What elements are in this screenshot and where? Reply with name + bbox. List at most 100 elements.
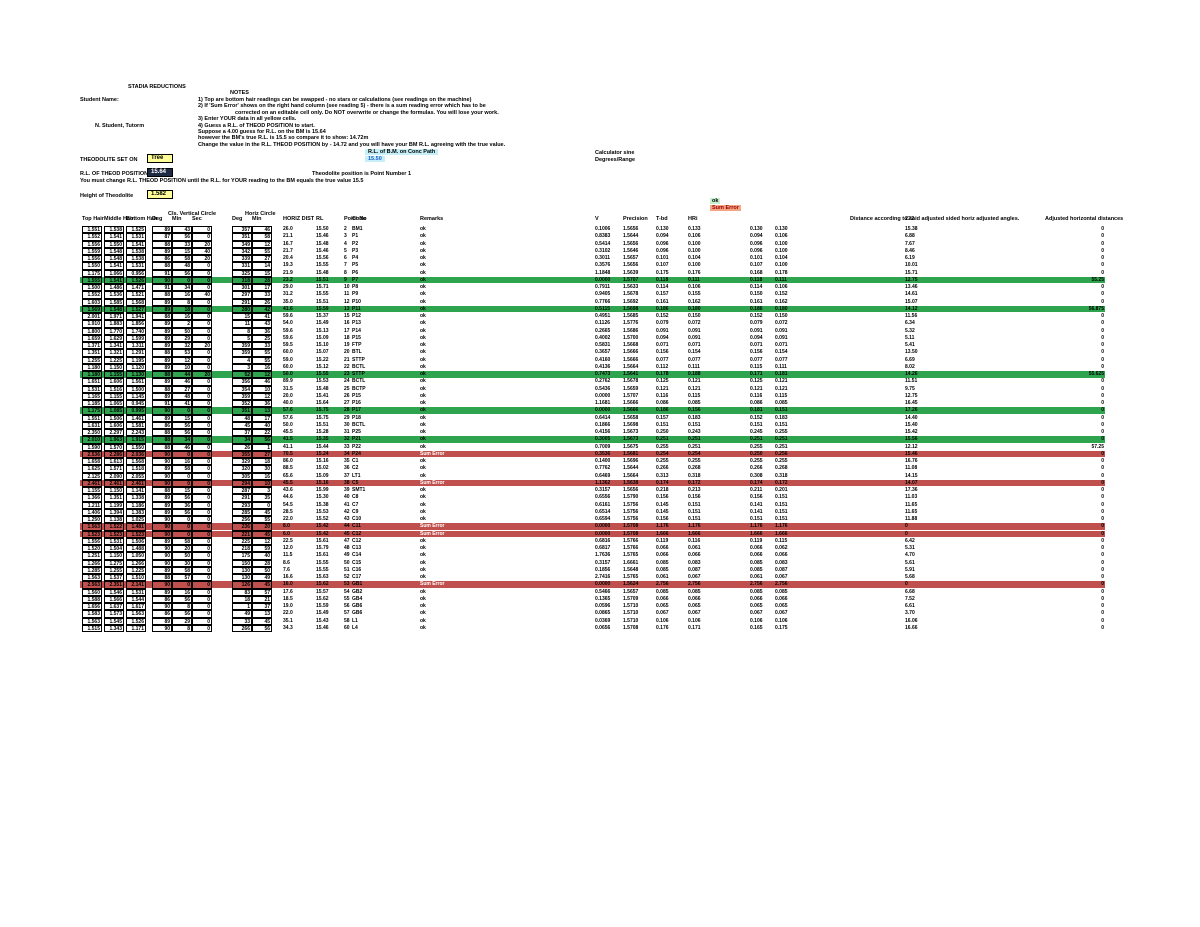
calc-cell: 35.1 (283, 617, 293, 624)
calc-cell: 1.5644 (623, 233, 639, 240)
calc-cell: 15.62 (316, 595, 329, 602)
input-cell: 130 (232, 574, 252, 582)
calc-cell: 0 (1101, 255, 1104, 261)
calc-cell: 15.55 (316, 371, 329, 377)
calc-cell: BCTL (352, 421, 366, 428)
input-cell: 1.506 (104, 414, 124, 422)
input-cell: 1.541 (126, 240, 146, 248)
input-cell: 89 (152, 342, 172, 350)
calc-cell: 0 (1101, 320, 1104, 327)
calc-cell: 0.172 (775, 479, 788, 486)
calc-cell: P4 (352, 255, 359, 261)
calc-cell: P10 (352, 298, 361, 305)
calc-cell: 0.156 (656, 516, 669, 522)
calc-cell: 0.168 (750, 269, 763, 276)
calc-cell: 0.087 (775, 566, 788, 573)
calc-cell: 40.0 (283, 400, 293, 406)
input-cell: 1.590 (82, 443, 102, 451)
input-cell: 86 (152, 595, 172, 603)
calc-cell: 0.1126 (595, 320, 611, 327)
calc-cell: 60.0 (283, 363, 293, 370)
calc-cell: 0.5115 (595, 305, 611, 312)
input-cell: 56 (172, 508, 192, 516)
calc-cell: ok (420, 226, 426, 232)
calc-cell: 0.106 (775, 617, 788, 624)
calc-cell: 1.5698 (623, 305, 639, 312)
calc-cell: 0.151 (775, 516, 788, 522)
input-cell: 359 (232, 342, 252, 350)
input-cell: 0 (192, 269, 212, 277)
column-header: V (595, 216, 599, 222)
calc-cell: 0 (1101, 400, 1104, 406)
input-cell: 1.651 (82, 378, 102, 386)
calc-cell: 0.3102 (595, 247, 611, 254)
calc-cell: 15.24 (316, 450, 329, 457)
calc-cell: 15.64 (316, 400, 329, 406)
calc-cell: 0.178 (656, 371, 669, 377)
input-cell: 41 (252, 313, 272, 321)
calc-cell: 15.59 (316, 305, 329, 312)
calc-cell: 15.28 (316, 429, 329, 435)
input-cell: 3 (232, 363, 252, 371)
input-cell: 0 (192, 407, 212, 415)
calc-cell: 17.6 (283, 588, 293, 595)
calc-cell: 0.251 (688, 436, 701, 443)
input-cell: 0 (192, 581, 212, 589)
input-cell: 2.563 (82, 581, 102, 589)
calc-cell: 0 (1101, 624, 1104, 631)
calc-cell: 0.0000 (595, 407, 611, 414)
calc-cell: 0.0865 (595, 610, 611, 617)
calc-cell: 0 (1101, 240, 1104, 247)
calc-cell: 0.096 (656, 240, 669, 247)
calc-cell: SMT1 (352, 487, 366, 493)
calc-cell: 0.0000 (595, 530, 611, 537)
input-cell: 287 (232, 487, 252, 495)
input-cell: 352 (232, 400, 252, 408)
input-cell: 88 (152, 436, 172, 444)
calc-cell: 3.70 (905, 610, 915, 617)
calc-cell: 43 (344, 516, 350, 522)
calc-cell: 0.151 (750, 421, 763, 428)
input-cell: 88 (152, 574, 172, 582)
calc-cell: 1.5708 (623, 523, 639, 530)
calc-cell: 0.100 (688, 240, 701, 247)
calc-cell: 0.176 (656, 624, 669, 631)
calc-cell: ok (420, 305, 426, 312)
calc-cell: ok (420, 291, 426, 298)
input-cell: 90 (152, 545, 172, 553)
input-cell: 318 (232, 276, 252, 284)
calc-cell: 1.666 (750, 530, 763, 537)
calc-cell: 12.75 (905, 276, 918, 283)
input-cell: 0 (172, 276, 192, 284)
input-cell: 291 (232, 494, 252, 502)
input-cell: 0 (172, 530, 192, 538)
calc-cell: 0.151 (775, 501, 788, 508)
calc-cell: 0.256 (775, 450, 788, 457)
calc-cell: 0.152 (775, 291, 788, 298)
calc-cell: 15.44 (316, 443, 329, 450)
calc-cell: 10.01 (905, 262, 918, 269)
input-cell: 56 (172, 595, 192, 603)
calc-cell: 40 (344, 494, 350, 501)
calc-cell: 0.111 (775, 363, 787, 370)
calc-cell: 15.09 (316, 334, 329, 341)
calc-cell: 1.5678 (623, 291, 639, 298)
calc-cell: 0.071 (688, 342, 701, 348)
calc-cell: 15.48 (316, 269, 329, 276)
calc-cell: 1.5790 (623, 494, 639, 501)
calc-cell: ok (420, 400, 426, 406)
calc-cell: 15.61 (316, 552, 329, 559)
input-cell: 2.297 (104, 429, 124, 437)
calc-cell: 0 (1101, 595, 1104, 602)
calc-cell: 1.5656 (623, 226, 639, 232)
calc-cell: 15.63 (316, 574, 329, 580)
input-cell: 90 (152, 523, 172, 531)
calc-cell: 28 (344, 407, 350, 414)
input-cell: 1.141 (126, 487, 146, 495)
calc-cell: 0.071 (750, 342, 763, 348)
input-cell: 1.552 (82, 291, 102, 299)
input-cell: 89 (152, 617, 172, 625)
calc-cell: Sum Error (420, 523, 445, 530)
calc-cell: 0.107 (750, 262, 763, 269)
input-cell: 1.548 (104, 255, 124, 263)
